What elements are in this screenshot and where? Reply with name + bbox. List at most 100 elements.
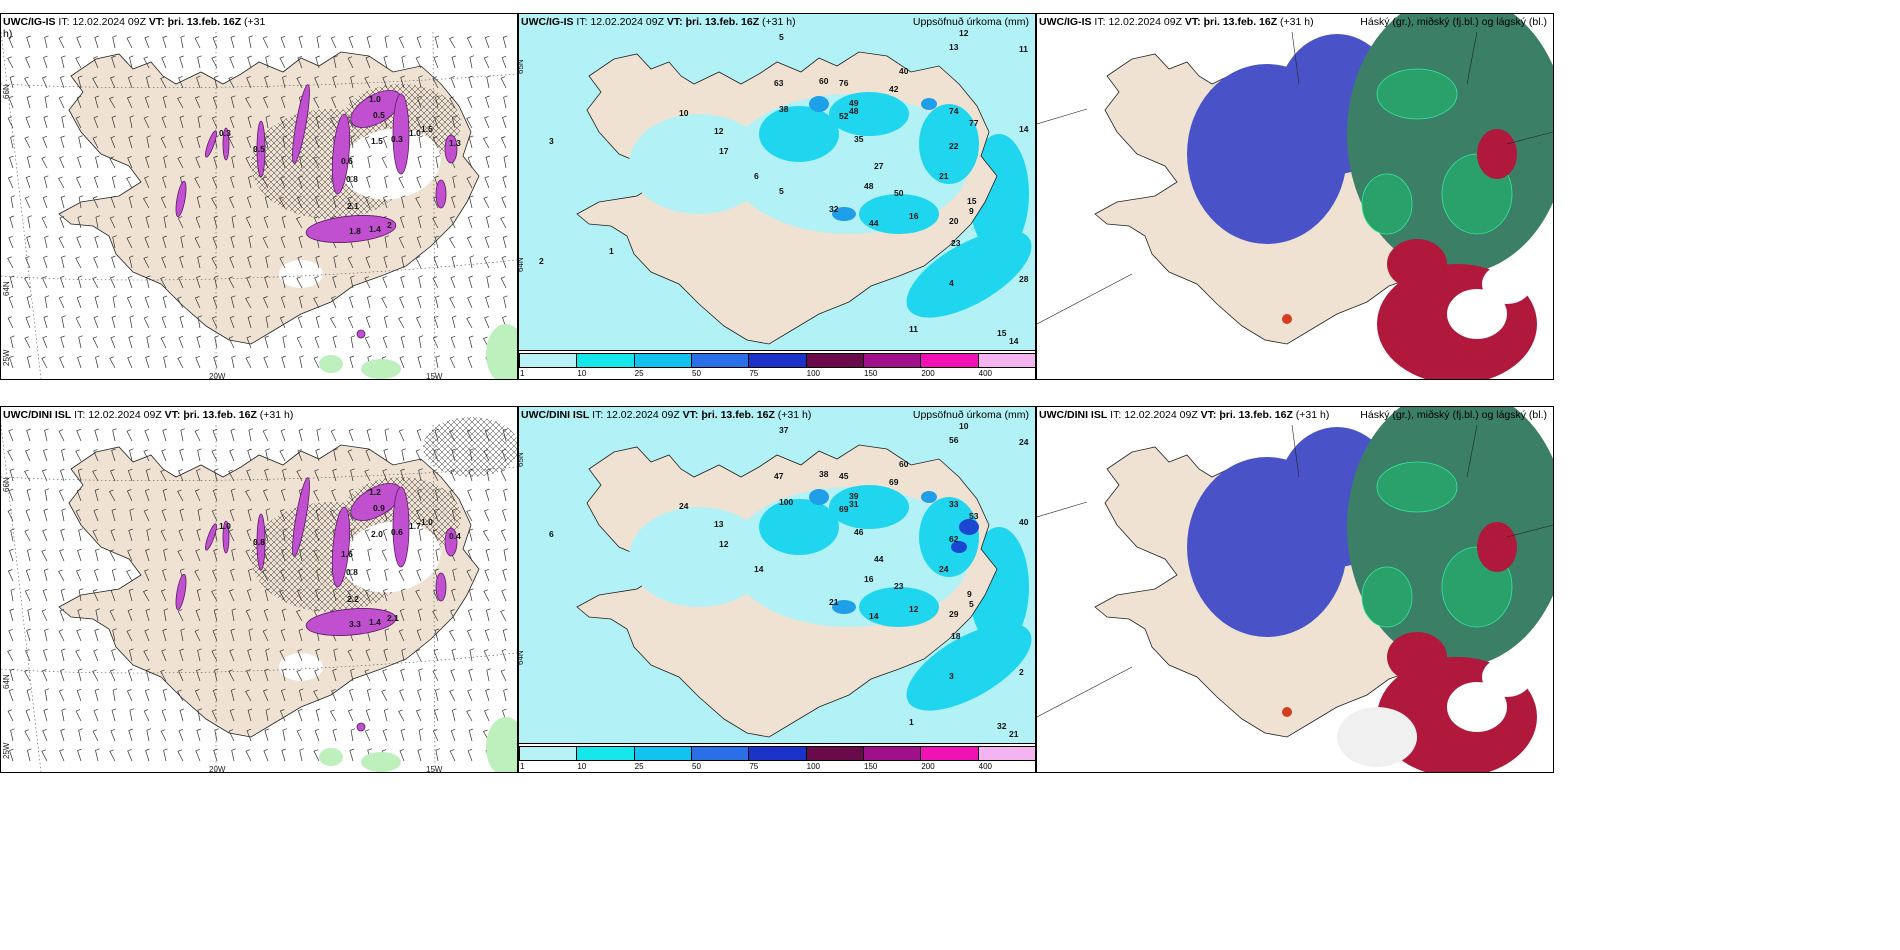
- wind-barb: [59, 608, 65, 622]
- wind-barb: [110, 335, 116, 349]
- wind-barb: [230, 488, 236, 502]
- wind-barb: [314, 728, 320, 742]
- wind-barb: [332, 588, 338, 602]
- wind-barb: [483, 649, 490, 662]
- wind-barb: [297, 196, 303, 209]
- wind-barb: [313, 549, 320, 562]
- wind-barb: [95, 355, 100, 369]
- wind-barb: [448, 629, 456, 642]
- value-label: 76: [839, 78, 849, 88]
- wind-barb: [295, 216, 303, 229]
- wind-barb: [484, 709, 490, 722]
- wind-barb: [350, 468, 355, 482]
- wind-barb: [162, 568, 167, 582]
- value-label: 27: [874, 161, 884, 171]
- wind-barb: [10, 135, 15, 149]
- wind-barb: [93, 315, 99, 329]
- wind-barb: [78, 728, 83, 742]
- wind-barb: [229, 115, 235, 129]
- wind-barb: [246, 728, 252, 742]
- wind-barb: [417, 155, 423, 169]
- wind-barb: [485, 688, 490, 702]
- wind-barb: [94, 428, 99, 442]
- colorbar-swatch: [519, 353, 578, 368]
- wind-barb: [466, 509, 473, 522]
- wind-barb: [77, 608, 83, 622]
- wind-barb: [127, 608, 133, 622]
- wind-barb: [194, 236, 201, 249]
- value-label: 42: [889, 84, 899, 94]
- wind-barb: [298, 688, 304, 702]
- wind-barb: [163, 608, 169, 622]
- wind-barb: [92, 196, 99, 209]
- wind-barb: [213, 355, 218, 369]
- wind-barb: [160, 589, 167, 602]
- value-label: 44: [869, 218, 879, 228]
- wind-barb: [280, 688, 286, 702]
- wind-barb: [247, 115, 253, 129]
- wind-barb: [486, 275, 491, 289]
- value-label: 77: [969, 118, 979, 128]
- mid-cloud: [1376, 68, 1458, 120]
- wind-barb: [315, 55, 320, 69]
- wind-barb: [95, 215, 101, 229]
- wind-barb: [163, 355, 168, 369]
- value-label: 40: [1019, 517, 1029, 527]
- wind-barb: [262, 629, 269, 642]
- wind-barb: [247, 648, 252, 662]
- wind-barb: [112, 428, 117, 442]
- wind-barb: [279, 56, 286, 69]
- wind-barb: [282, 728, 288, 742]
- wind-barb: [450, 335, 456, 349]
- wind-barb: [229, 255, 235, 269]
- wind-barb: [501, 255, 507, 269]
- wind-barb: [399, 608, 405, 622]
- wind-barb: [93, 56, 99, 69]
- wind-barb: [245, 749, 252, 762]
- wind-barb: [416, 316, 422, 329]
- wind-barb: [466, 36, 473, 49]
- wind-barb: [466, 709, 473, 722]
- wind-barb: [128, 135, 133, 149]
- wind-barb: [451, 255, 457, 269]
- wind-barb: [484, 428, 490, 442]
- wind-barb: [178, 335, 184, 349]
- wind-barb: [177, 356, 184, 369]
- wind-barb: [126, 176, 133, 189]
- wind-barb: [435, 688, 440, 702]
- value-label: 0.3: [219, 128, 231, 138]
- wind-barb: [348, 568, 354, 582]
- snow-depth-blob: [444, 527, 458, 557]
- wind-barb: [315, 195, 320, 209]
- wind-barb: [366, 688, 372, 702]
- cloud-spot: [1282, 707, 1292, 717]
- wind-barb: [230, 428, 236, 442]
- wind-barb: [129, 315, 135, 329]
- wind-barb: [9, 355, 14, 369]
- wind-barb: [177, 489, 184, 502]
- wind-barb: [433, 508, 439, 522]
- value-label: 49: [849, 98, 859, 108]
- wind-barb: [399, 689, 405, 702]
- wind-barb: [61, 55, 66, 69]
- snow-depth-blob: [222, 520, 230, 554]
- wind-barb: [248, 428, 254, 442]
- wind-barb: [263, 355, 269, 369]
- wind-barb: [128, 588, 134, 602]
- axis-label: 20W: [209, 765, 226, 772]
- wind-barb: [110, 528, 116, 542]
- colorbar-swatch: [920, 746, 979, 761]
- value-label: 23: [894, 581, 904, 591]
- value-label: 32: [829, 204, 839, 214]
- wind-barb: [245, 356, 252, 369]
- snow-depth-blob: [356, 329, 366, 339]
- snow-depth-blob: [175, 180, 187, 218]
- value-label: 38: [819, 469, 829, 479]
- snow-free-area: [279, 653, 323, 681]
- low-cloud: [1387, 632, 1447, 682]
- wind-barb: [9, 668, 15, 682]
- wind-barb: [332, 75, 337, 89]
- wind-barb: [212, 428, 218, 442]
- value-label: 1.4: [369, 617, 381, 627]
- wind-barb: [450, 609, 456, 622]
